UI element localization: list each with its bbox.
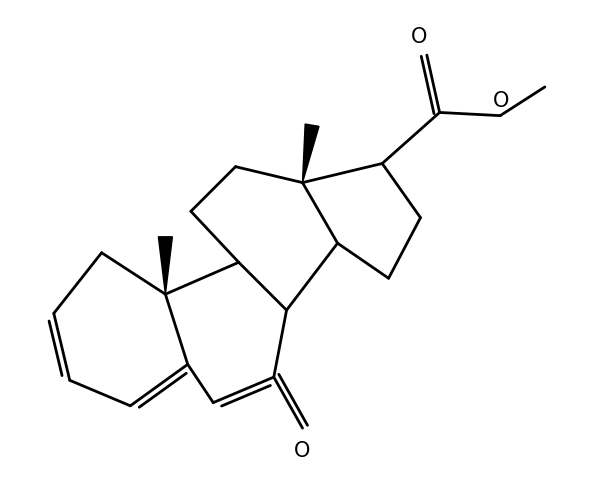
Text: O: O (294, 441, 311, 461)
Text: O: O (411, 27, 427, 48)
Polygon shape (302, 124, 319, 182)
Polygon shape (159, 237, 172, 294)
Text: O: O (493, 91, 509, 110)
